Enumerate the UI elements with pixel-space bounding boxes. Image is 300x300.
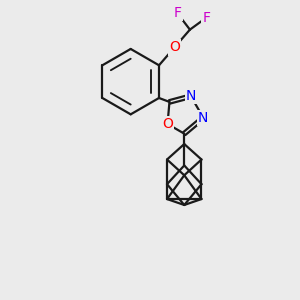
Text: N: N [198, 111, 208, 125]
Text: O: O [162, 117, 173, 131]
Text: O: O [169, 40, 180, 55]
Text: N: N [186, 89, 196, 103]
Text: F: F [173, 6, 181, 20]
Text: F: F [202, 11, 210, 25]
